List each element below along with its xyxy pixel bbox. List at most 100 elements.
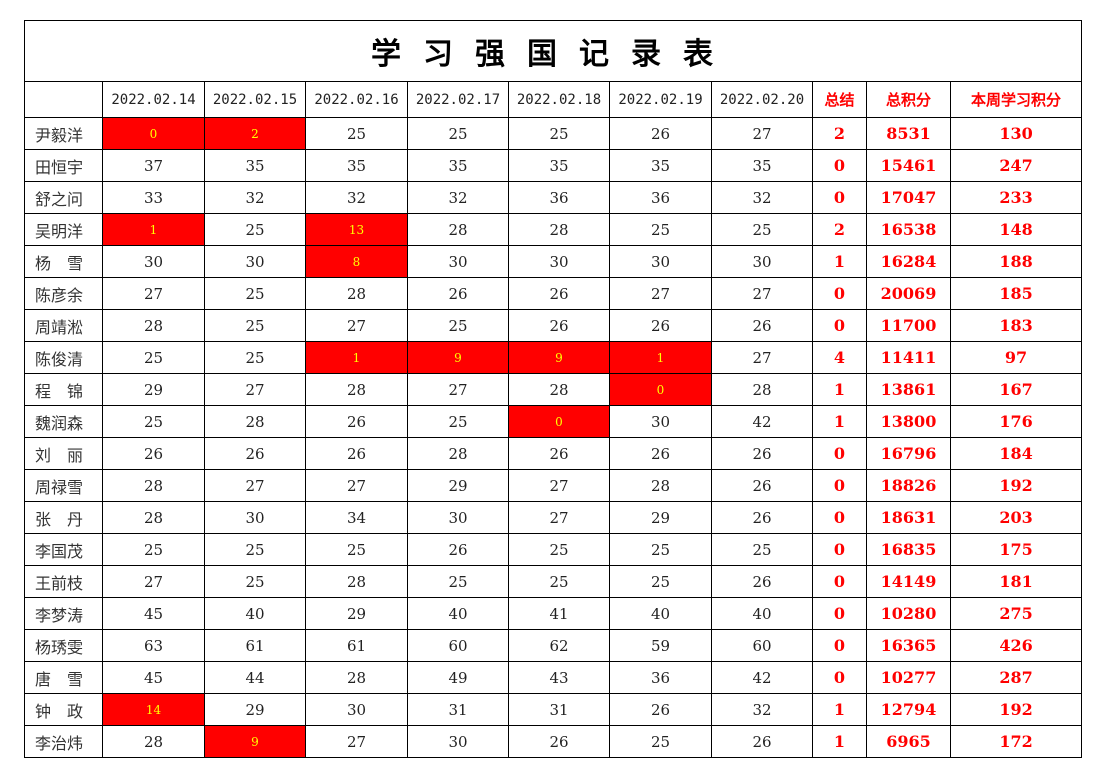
daily-score: 26 bbox=[508, 437, 610, 470]
week-points: 275 bbox=[949, 597, 1083, 630]
table-row: 陈彦余 27 25 28 26 26 27 27 0 20069 185 bbox=[24, 277, 1083, 310]
daily-score: 43 bbox=[508, 661, 610, 694]
week-points: 192 bbox=[949, 469, 1083, 502]
summary-count: 2 bbox=[812, 213, 867, 246]
daily-score: 36 bbox=[609, 181, 712, 214]
daily-score: 26 bbox=[407, 533, 509, 566]
daily-score: 27 bbox=[204, 469, 306, 502]
member-name: 李治炜 bbox=[24, 725, 103, 758]
header-date: 2022.02.15 bbox=[204, 81, 306, 118]
summary-count: 1 bbox=[812, 725, 867, 758]
header-name bbox=[24, 81, 103, 118]
header-date: 2022.02.16 bbox=[305, 81, 408, 118]
daily-score: 8 bbox=[305, 245, 408, 278]
daily-score: 1 bbox=[609, 341, 712, 374]
daily-score: 29 bbox=[407, 469, 509, 502]
header-total-points: 总积分 bbox=[866, 81, 951, 118]
daily-score: 29 bbox=[102, 373, 205, 406]
daily-score: 30 bbox=[407, 725, 509, 758]
member-name: 刘 丽 bbox=[24, 437, 103, 470]
member-name: 田恒宇 bbox=[24, 149, 103, 182]
daily-score: 27 bbox=[711, 277, 813, 310]
daily-score: 25 bbox=[102, 533, 205, 566]
daily-score: 25 bbox=[204, 309, 306, 342]
total-points: 12794 bbox=[866, 693, 951, 726]
daily-score: 31 bbox=[508, 693, 610, 726]
member-name: 吴明洋 bbox=[24, 213, 103, 246]
daily-score: 34 bbox=[305, 501, 408, 534]
daily-score: 27 bbox=[609, 277, 712, 310]
daily-score: 28 bbox=[508, 373, 610, 406]
total-points: 14149 bbox=[866, 565, 951, 598]
header-week-points: 本周学习积分 bbox=[949, 81, 1083, 118]
daily-score: 25 bbox=[609, 533, 712, 566]
member-name: 周靖淞 bbox=[24, 309, 103, 342]
total-points: 11411 bbox=[866, 341, 951, 374]
total-points: 17047 bbox=[866, 181, 951, 214]
daily-score: 26 bbox=[508, 309, 610, 342]
daily-score: 26 bbox=[711, 437, 813, 470]
table-row: 李治炜 28 9 27 30 26 25 26 1 6965 172 bbox=[24, 725, 1083, 758]
total-points: 20069 bbox=[866, 277, 951, 310]
daily-score: 28 bbox=[102, 309, 205, 342]
daily-score: 30 bbox=[609, 245, 712, 278]
daily-score: 40 bbox=[711, 597, 813, 630]
summary-count: 1 bbox=[812, 373, 867, 406]
daily-score: 9 bbox=[508, 341, 610, 374]
total-points: 10277 bbox=[866, 661, 951, 694]
daily-score: 25 bbox=[508, 117, 610, 150]
member-name: 唐 雪 bbox=[24, 661, 103, 694]
daily-score: 28 bbox=[508, 213, 610, 246]
week-points: 233 bbox=[949, 181, 1083, 214]
member-name: 李梦涛 bbox=[24, 597, 103, 630]
week-points: 426 bbox=[949, 629, 1083, 662]
summary-count: 0 bbox=[812, 661, 867, 694]
daily-score: 25 bbox=[609, 213, 712, 246]
daily-score: 27 bbox=[508, 501, 610, 534]
member-name: 周禄雪 bbox=[24, 469, 103, 502]
daily-score: 13 bbox=[305, 213, 408, 246]
daily-score: 27 bbox=[711, 117, 813, 150]
daily-score: 25 bbox=[407, 405, 509, 438]
summary-count: 0 bbox=[812, 629, 867, 662]
daily-score: 30 bbox=[711, 245, 813, 278]
daily-score: 25 bbox=[102, 341, 205, 374]
daily-score: 26 bbox=[609, 693, 712, 726]
daily-score: 27 bbox=[305, 469, 408, 502]
daily-score: 25 bbox=[508, 565, 610, 598]
table-row: 周禄雪 28 27 27 29 27 28 26 0 18826 192 bbox=[24, 469, 1083, 502]
daily-score: 25 bbox=[407, 117, 509, 150]
total-points: 13861 bbox=[866, 373, 951, 406]
daily-score: 28 bbox=[305, 277, 408, 310]
daily-score: 28 bbox=[609, 469, 712, 502]
member-name: 陈彦余 bbox=[24, 277, 103, 310]
daily-score: 26 bbox=[204, 437, 306, 470]
summary-count: 1 bbox=[812, 245, 867, 278]
daily-score: 0 bbox=[508, 405, 610, 438]
summary-count: 0 bbox=[812, 309, 867, 342]
daily-score: 30 bbox=[305, 693, 408, 726]
week-points: 203 bbox=[949, 501, 1083, 534]
daily-score: 32 bbox=[407, 181, 509, 214]
daily-score: 25 bbox=[204, 277, 306, 310]
daily-score: 9 bbox=[407, 341, 509, 374]
daily-score: 27 bbox=[305, 725, 408, 758]
summary-count: 0 bbox=[812, 277, 867, 310]
daily-score: 32 bbox=[711, 693, 813, 726]
daily-score: 29 bbox=[609, 501, 712, 534]
total-points: 15461 bbox=[866, 149, 951, 182]
summary-count: 4 bbox=[812, 341, 867, 374]
week-points: 188 bbox=[949, 245, 1083, 278]
header-date: 2022.02.17 bbox=[407, 81, 509, 118]
header-date: 2022.02.14 bbox=[102, 81, 205, 118]
daily-score: 35 bbox=[609, 149, 712, 182]
table-row: 吴明洋 1 25 13 28 28 25 25 2 16538 148 bbox=[24, 213, 1083, 246]
table-row: 张 丹 28 30 34 30 27 29 26 0 18631 203 bbox=[24, 501, 1083, 534]
week-points: 175 bbox=[949, 533, 1083, 566]
daily-score: 26 bbox=[609, 437, 712, 470]
daily-score: 26 bbox=[711, 309, 813, 342]
daily-score: 28 bbox=[711, 373, 813, 406]
daily-score: 25 bbox=[407, 309, 509, 342]
daily-score: 30 bbox=[204, 245, 306, 278]
daily-score: 26 bbox=[609, 309, 712, 342]
